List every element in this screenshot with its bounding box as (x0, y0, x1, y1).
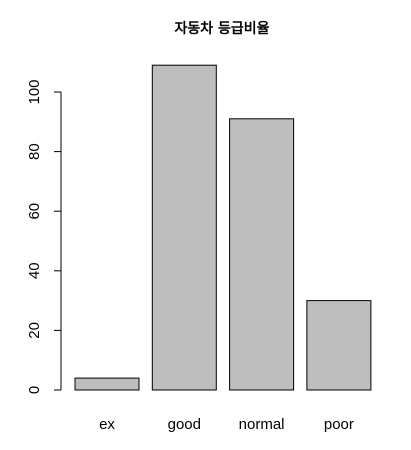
y-tick-label: 60 (26, 203, 43, 220)
y-tick-label: 20 (26, 322, 43, 339)
y-tick-label: 100 (26, 79, 43, 104)
x-tick-label-poor: poor (324, 416, 354, 433)
y-tick-label: 0 (26, 386, 43, 394)
x-tick-label-normal: normal (239, 416, 285, 433)
chart-title: 자동차 등급비율 (174, 20, 269, 37)
bar-good (151, 64, 217, 391)
x-tick-label-ex: ex (99, 416, 115, 433)
bar-poor (306, 300, 372, 391)
category-labels: ex good normal poor (99, 416, 354, 433)
y-axis: 0 20 40 60 80 100 (26, 79, 62, 394)
y-tick-label: 40 (26, 262, 43, 279)
bar-normal (229, 118, 295, 391)
bar-ex (74, 377, 140, 391)
y-tick-label: 80 (26, 143, 43, 160)
x-tick-label-good: good (168, 416, 201, 433)
bars-group (74, 64, 372, 391)
